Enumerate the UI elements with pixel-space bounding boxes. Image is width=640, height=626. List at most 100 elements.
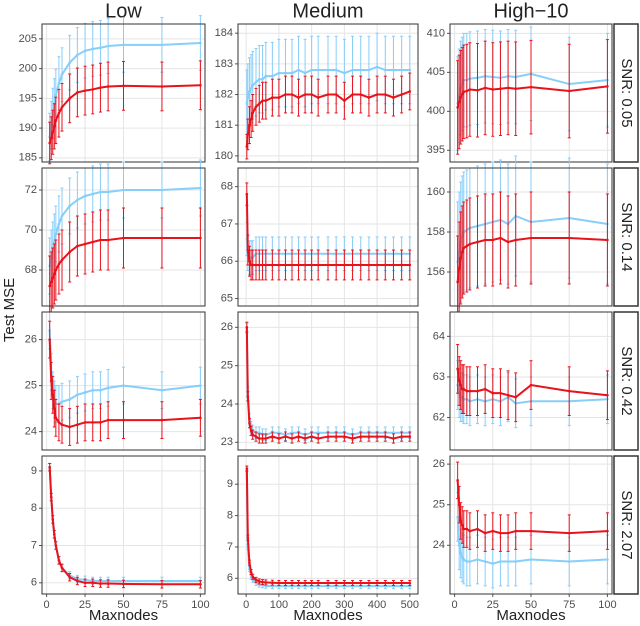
point xyxy=(199,83,202,87)
series xyxy=(48,462,202,589)
point xyxy=(60,73,64,76)
point xyxy=(529,558,533,561)
line xyxy=(245,90,411,147)
x-tick-label: 75 xyxy=(156,599,168,611)
point xyxy=(54,268,58,272)
facet-strip-label: SNR: 0.14 xyxy=(618,202,635,271)
point xyxy=(506,531,510,535)
point xyxy=(375,581,379,585)
point xyxy=(375,65,379,69)
point xyxy=(251,84,255,87)
point xyxy=(257,102,261,106)
point xyxy=(326,435,330,438)
point xyxy=(460,523,464,527)
point xyxy=(290,581,294,585)
point xyxy=(491,88,495,91)
point xyxy=(483,387,487,391)
point xyxy=(457,543,461,547)
y-tick-label: 395 xyxy=(427,144,445,156)
point xyxy=(459,383,462,387)
point xyxy=(249,117,253,121)
y-tick-label: 184 xyxy=(215,27,233,39)
point xyxy=(456,280,459,284)
point xyxy=(54,416,58,420)
point xyxy=(51,276,55,280)
point xyxy=(392,437,395,440)
point xyxy=(491,238,495,242)
point xyxy=(459,95,462,99)
column-header: Low xyxy=(105,0,142,22)
point xyxy=(277,263,281,267)
point xyxy=(499,560,502,563)
point xyxy=(375,435,379,438)
series xyxy=(456,343,609,423)
point xyxy=(251,433,255,436)
panel-border xyxy=(237,311,419,451)
point xyxy=(290,71,294,75)
point xyxy=(392,581,395,585)
point xyxy=(257,437,261,440)
point xyxy=(400,581,403,585)
point xyxy=(408,68,412,72)
line xyxy=(456,72,608,104)
point xyxy=(460,250,464,254)
column-header: Medium xyxy=(292,0,363,22)
point xyxy=(49,495,53,499)
facet-strip-label: SNR: 2.07 xyxy=(618,490,635,559)
y-tick-label: 65 xyxy=(221,292,233,304)
y-tick-label: 181 xyxy=(215,119,233,131)
x-tick-label: 0 xyxy=(44,599,50,611)
y-tick-label: 24 xyxy=(25,426,37,438)
point xyxy=(271,74,274,78)
x-tick-label: 500 xyxy=(401,599,419,611)
point xyxy=(326,93,330,96)
point xyxy=(476,88,479,92)
point xyxy=(514,238,518,242)
line xyxy=(245,194,410,266)
point xyxy=(261,437,264,440)
point xyxy=(351,68,354,72)
point xyxy=(476,527,479,531)
point xyxy=(310,263,313,267)
point xyxy=(68,61,71,64)
point xyxy=(567,89,571,93)
point xyxy=(491,529,495,533)
point xyxy=(375,263,379,267)
point xyxy=(383,263,387,267)
point xyxy=(76,393,79,397)
line xyxy=(245,327,410,436)
point xyxy=(499,236,502,240)
y-tick-label: 180 xyxy=(215,150,233,162)
point xyxy=(68,250,71,254)
point xyxy=(68,204,71,208)
point xyxy=(68,97,71,100)
point xyxy=(83,89,87,92)
point xyxy=(60,400,64,404)
point xyxy=(567,389,571,393)
point xyxy=(359,68,363,72)
point xyxy=(457,503,461,507)
y-tick-label: 158 xyxy=(427,226,445,238)
point xyxy=(326,68,330,72)
point xyxy=(468,560,472,563)
point xyxy=(99,238,102,242)
point xyxy=(606,529,609,533)
point xyxy=(257,263,261,267)
point xyxy=(383,68,387,72)
series xyxy=(48,60,202,165)
point xyxy=(392,96,395,99)
point xyxy=(316,263,320,267)
point xyxy=(248,421,251,425)
point xyxy=(343,263,346,267)
line xyxy=(456,480,608,535)
facet-strip xyxy=(613,455,639,595)
point xyxy=(277,96,281,99)
point xyxy=(465,244,469,248)
x-tick-label: 25 xyxy=(79,599,91,611)
panel-border xyxy=(41,455,206,595)
point xyxy=(343,581,346,585)
line xyxy=(456,516,608,565)
point xyxy=(83,242,87,246)
y-tick-label: 8 xyxy=(227,509,233,521)
